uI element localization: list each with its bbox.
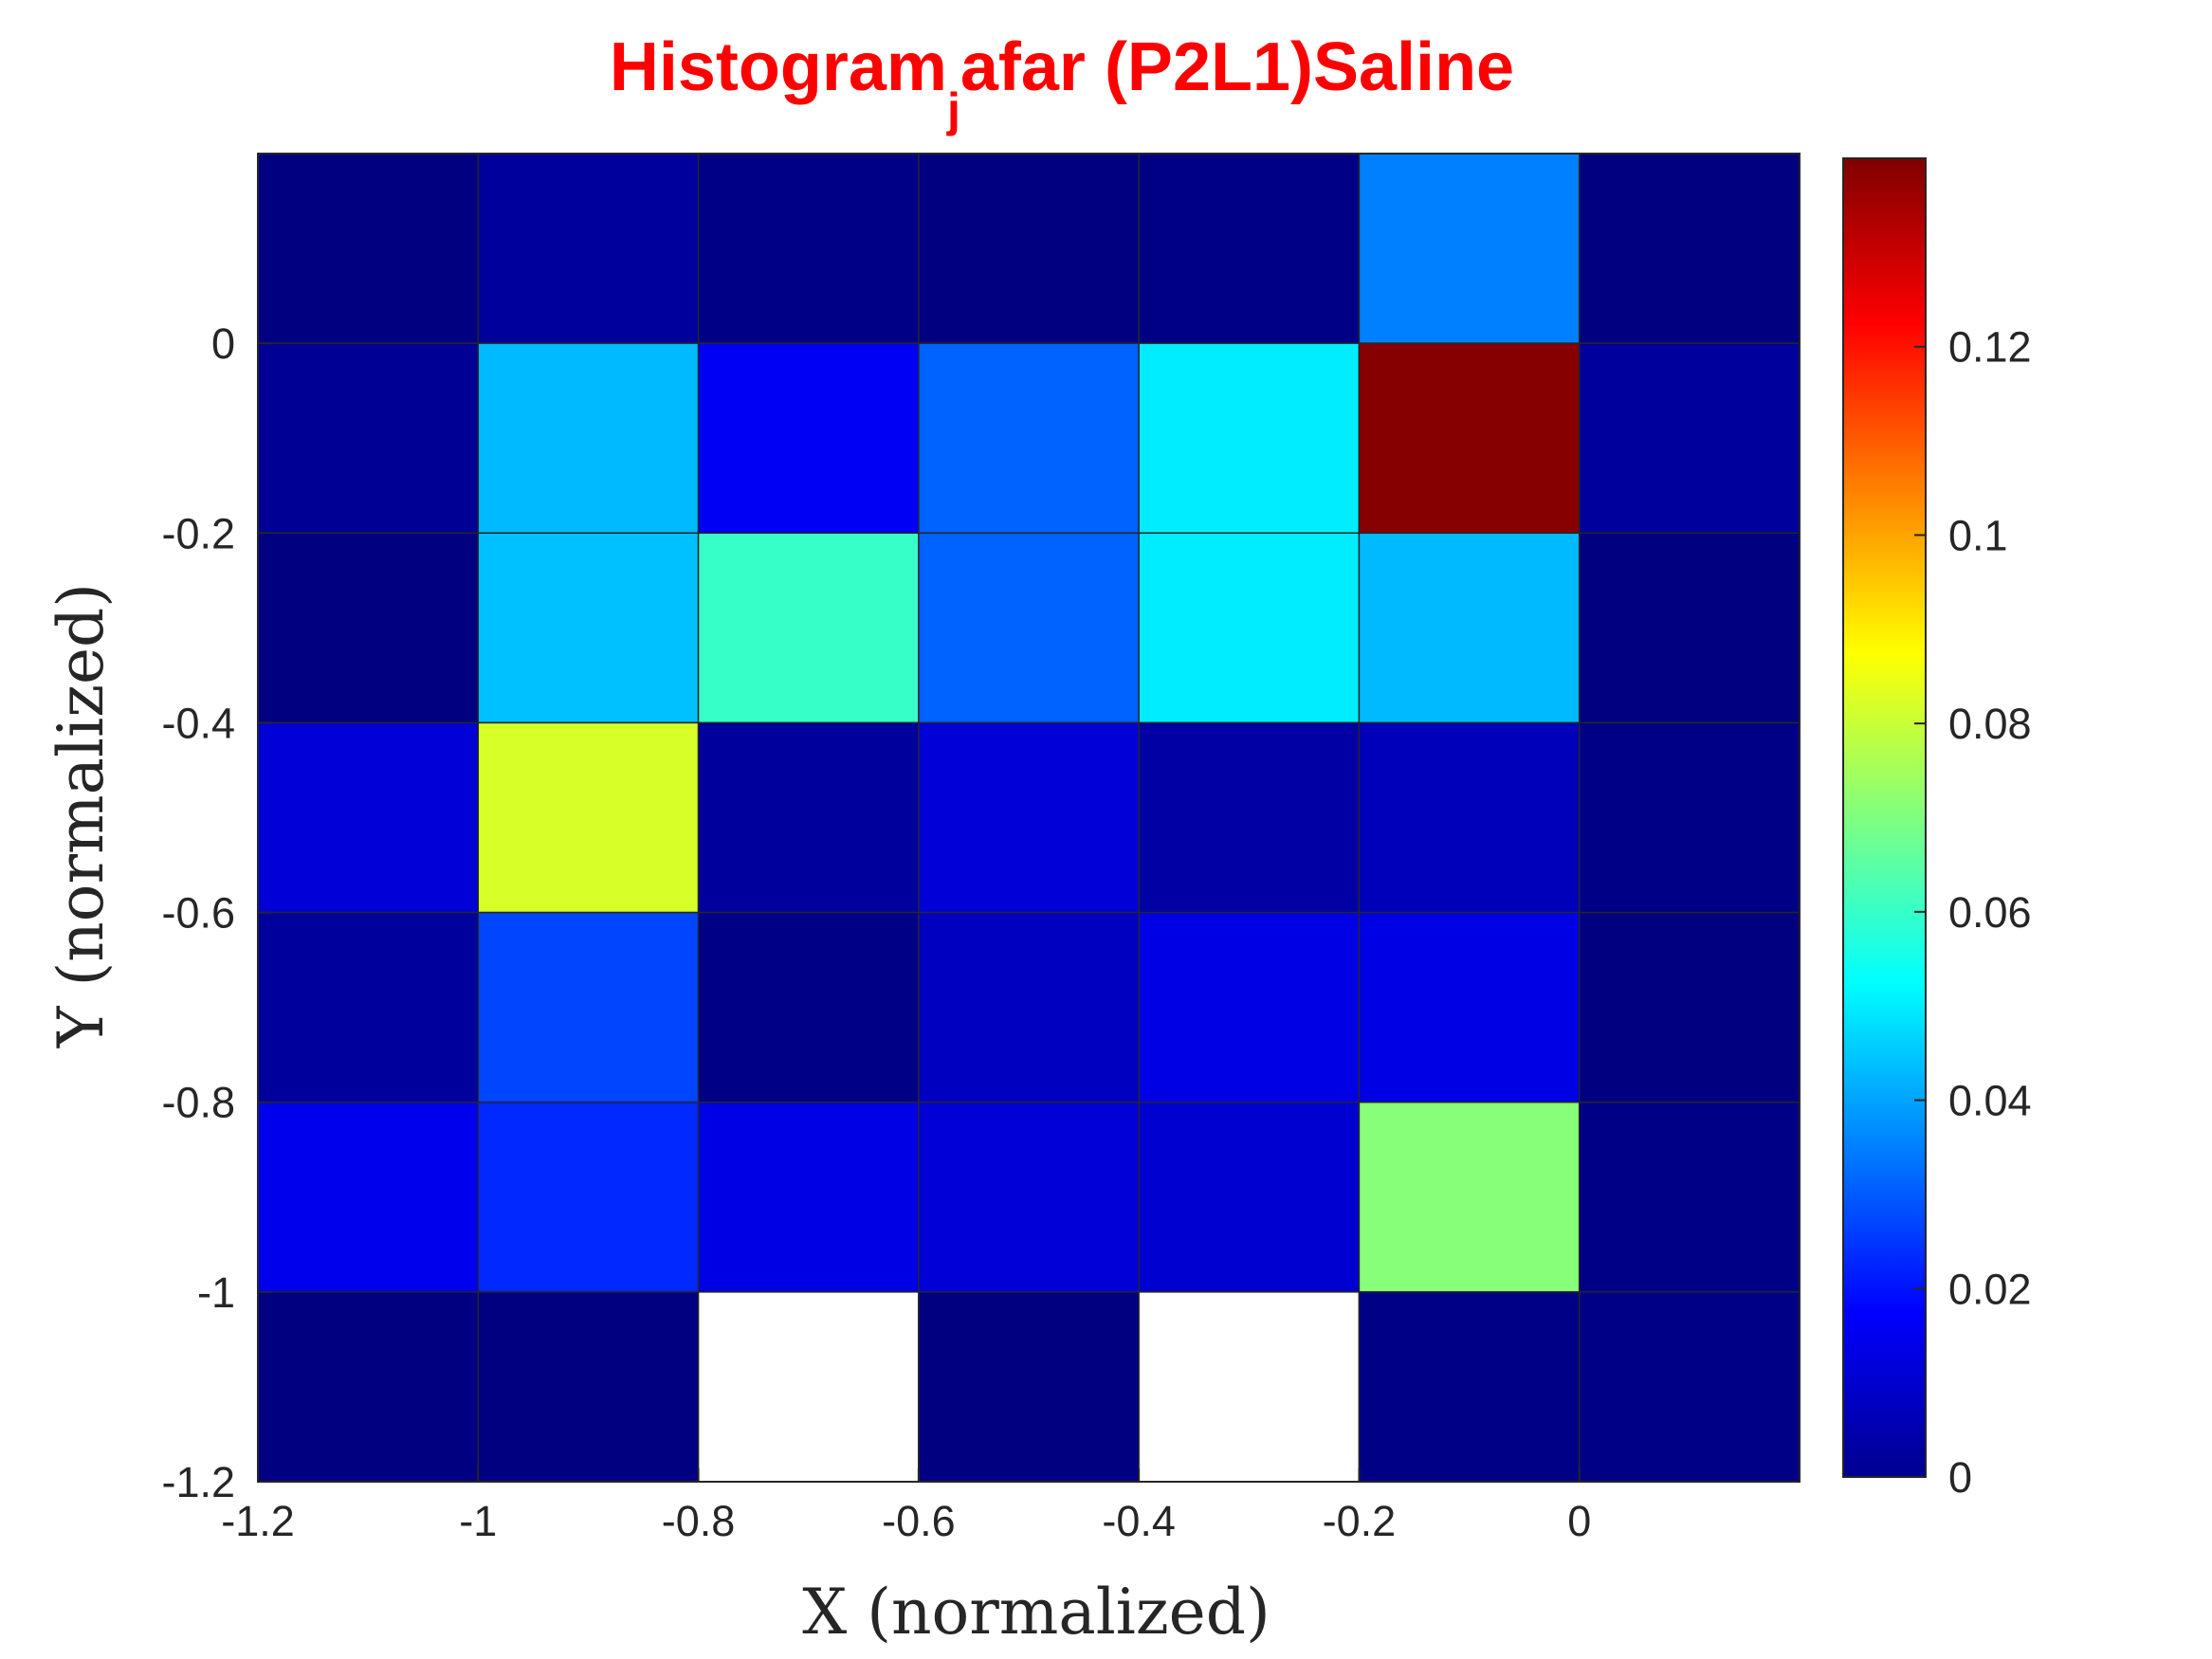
chart-title-subscript: j [946,83,960,137]
heatmap-cell [477,1101,700,1293]
x-tick-label: -0.2 [1323,1497,1397,1545]
chart-title: Histogramjafar (P2L1)Saline [610,29,1514,137]
y-tick-label: -0.8 [161,1079,235,1127]
heatmap-cell [1578,911,1801,1103]
heatmap-cell [257,342,480,535]
chart-title-suffix: afar (P2L1)Saline [960,29,1514,105]
heatmap-cell [1138,1291,1361,1483]
heatmap-cell [918,153,1140,344]
heatmap-cell [1578,1291,1801,1483]
heatmap-cell [918,342,1140,535]
colorbar-tick-label: 0.04 [1948,1077,2032,1125]
heatmap-cell [477,153,700,344]
heatmap-cell [697,721,920,914]
colorbar-tick-label: 0.1 [1948,511,2008,559]
heatmap-cell [1138,911,1361,1103]
y-tick-label: 0 [211,319,235,368]
y-axis-label: Y (normalized) [45,583,118,1048]
plot-frame [257,153,1801,1483]
heatmap-cell [1358,153,1581,344]
heatmap-cell [918,1101,1140,1293]
heatmap-cell [697,911,920,1103]
colorbar-tick-label: 0.12 [1948,323,2032,372]
y-tick-label: -1 [197,1268,235,1317]
heatmap-cell [477,721,700,914]
heatmap-cell [1578,153,1801,344]
heatmap-cell [697,532,920,724]
heatmap-cell [257,532,480,724]
heatmap-cell [697,153,920,344]
heatmap-cell [1138,721,1361,914]
heatmap-cell [1578,1101,1801,1293]
y-tick-label: -0.2 [161,509,235,557]
x-axis-label: X (normalized) [802,1576,1271,1649]
heatmap-cell [1358,532,1581,724]
heatmap-cell [1578,721,1801,914]
heatmap-cell [477,532,700,724]
x-tick-label: -1 [459,1497,497,1545]
heatmap-cell [257,721,480,914]
heatmap-cell [1138,1101,1361,1293]
y-axis-ticks: -1.2 -1 -0.8 -0.6 -0.4 -0.2 0 [161,319,271,1506]
x-tick-label: -0.6 [882,1497,956,1545]
colorbar-tick-label: 0.08 [1948,700,2032,748]
heatmap-cell [918,721,1140,914]
y-tick-label: -0.4 [161,699,235,747]
y-tick-label: -1.2 [161,1458,235,1506]
heatmap-cell [257,1101,480,1293]
heatmap-cell [1358,1291,1581,1483]
heatmap-cell [1138,532,1361,724]
x-tick-label: 0 [1567,1497,1591,1545]
heatmap-cell [257,1291,480,1483]
x-tick-label: -0.4 [1102,1497,1176,1545]
heatmap-cell [477,342,700,535]
y-tick-label: -0.6 [161,889,235,938]
x-axis-ticks: -1.2 -1 -0.8 -0.6 -0.4 -0.2 0 [221,1468,1591,1545]
heatmap-cells [257,153,1801,1483]
heatmap-cell [697,1291,920,1483]
colorbar [1842,157,1927,1478]
colorbar-tick-label: 0.02 [1948,1265,2032,1313]
colorbar-ticks: 0 0.02 0.04 0.06 0.08 0.1 0.12 [1914,323,2032,1502]
heatmap-cell [918,911,1140,1103]
x-tick-label: -0.8 [662,1497,736,1545]
heatmap-cell [257,153,480,344]
heatmap-cell [477,911,700,1103]
heatmap-cell [1578,532,1801,724]
heatmap-cell [697,342,920,535]
chart-title-prefix: Histogram [610,29,947,105]
heatmap-cell [1578,342,1801,535]
heatmap-cell [1358,721,1581,914]
x-tick-label: -1.2 [221,1497,295,1545]
heatmap-cell [477,1291,700,1483]
heatmap-cell [1358,342,1581,535]
heatmap-cell [918,1291,1140,1483]
colorbar-tick-label: 0 [1948,1453,1972,1502]
heatmap-cell [697,1101,920,1293]
heatmap-cell [1358,1101,1581,1293]
heatmap-cell [1358,911,1581,1103]
heatmap-cell [918,532,1140,724]
colorbar-tick-label: 0.06 [1948,888,2032,937]
heatmap-cell [1138,342,1361,535]
heatmap-cell [1138,153,1361,344]
heatmap-cell [257,911,480,1103]
